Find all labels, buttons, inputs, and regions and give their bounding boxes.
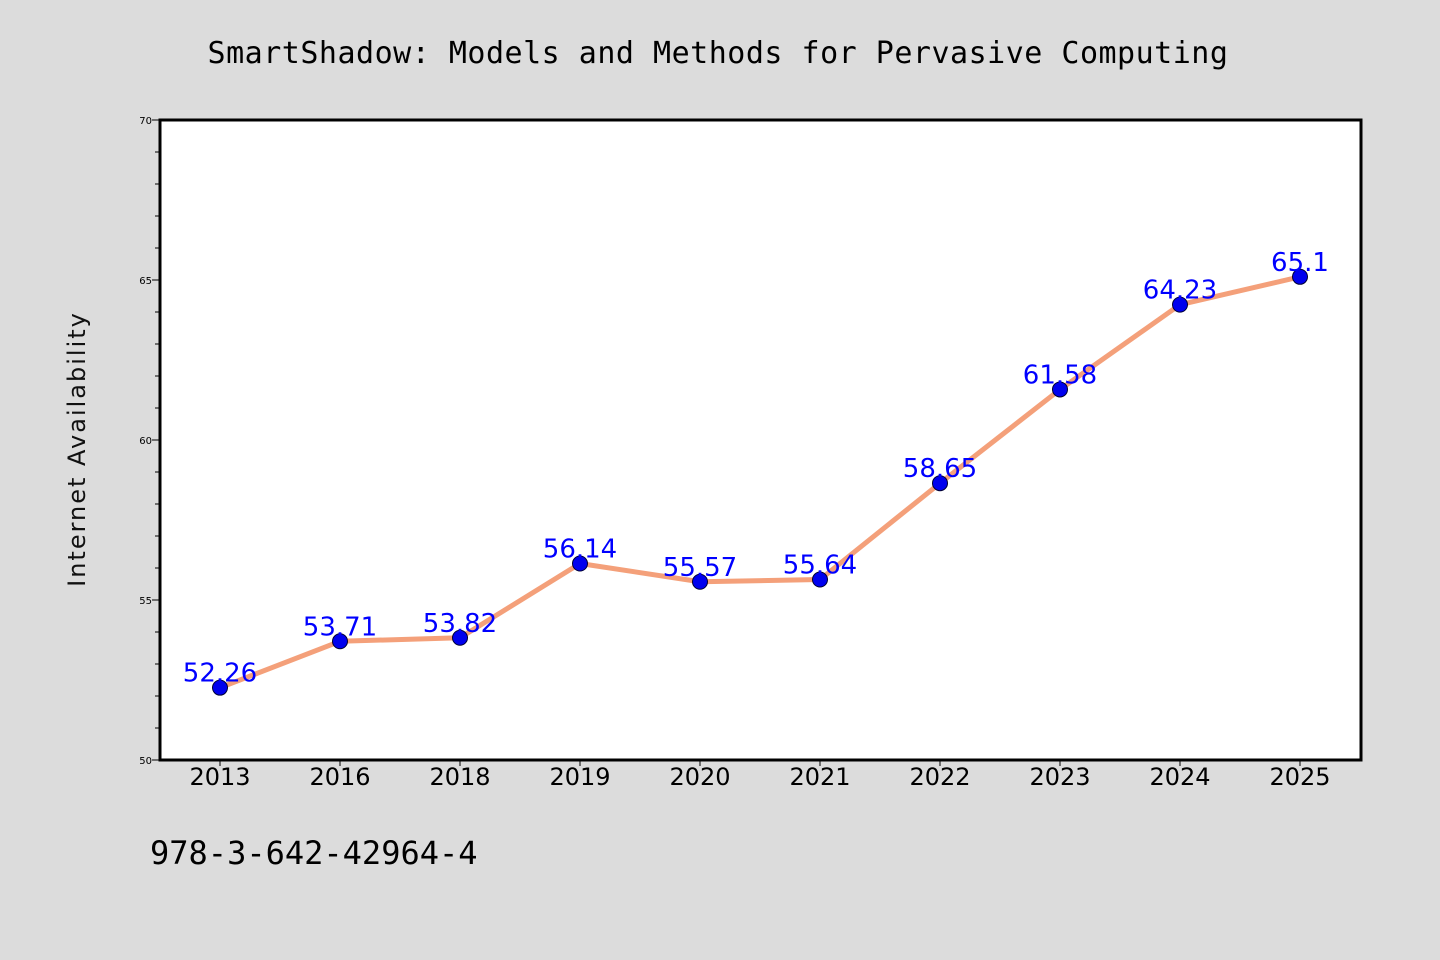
data-label: 65.1 [1271,248,1329,278]
data-label: 61.58 [1023,360,1097,390]
y-tick-label: 70 [139,116,152,127]
y-tick-label: 55 [139,596,152,607]
data-point [1052,381,1068,398]
x-tick-label: 2019 [549,763,610,791]
x-tick-label: 2025 [1269,763,1330,791]
data-label: 55.57 [663,553,737,583]
y-tick-label: 60 [139,436,152,447]
x-tick-label: 2022 [909,763,970,791]
data-point [572,555,588,572]
data-point [692,573,708,590]
data-point [212,679,228,696]
data-label: 53.71 [303,612,377,642]
x-tick-label: 2013 [189,763,250,791]
x-tick-label: 2021 [789,763,850,791]
data-label: 53.82 [423,609,497,639]
series-line [217,274,1303,691]
chart-title: SmartShadow: Models and Methods for Perv… [208,36,1229,71]
data-label: 64.23 [1143,276,1217,306]
x-tick-label: 2020 [669,763,730,791]
y-tick-label: 50 [139,756,152,767]
series-layer: 52.26 53.71 53.82 56.14 55.57 55.64 58.65 61.58… [183,248,1329,696]
data-label: 55.64 [783,551,857,581]
isbn-text: 978-3-642-42964-4 [150,834,478,872]
plot-area [158,118,1363,762]
data-label: 56.14 [543,535,617,565]
data-point [812,571,828,588]
data-point [452,629,468,646]
x-tick-label: 2023 [1029,763,1090,791]
data-label: 52.26 [183,659,257,689]
y-tick-label: 65 [139,276,152,287]
y-axis-label: Internet Availability [63,311,91,587]
axes: 50 55 60 65 70 2013 2016 2018 2019 2020 2021 2022 20… [139,116,1330,791]
data-point [332,633,348,650]
data-point [932,475,948,492]
data-point [1292,268,1308,285]
data-point [1172,296,1188,313]
data-label: 58.65 [903,454,977,484]
x-tick-label: 2024 [1149,763,1210,791]
x-tick-label: 2016 [309,763,370,791]
x-tick-label: 2018 [429,763,490,791]
